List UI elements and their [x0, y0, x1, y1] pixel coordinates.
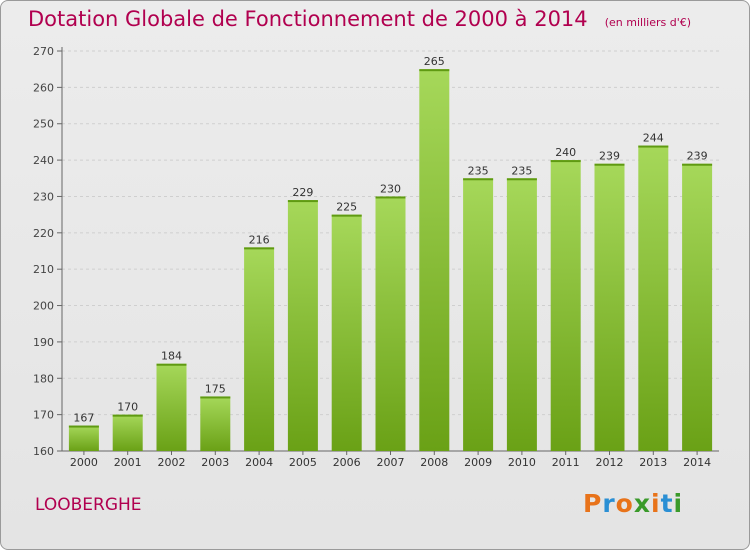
x-tick-label: 2013	[639, 456, 667, 469]
data-label: 229	[292, 186, 313, 199]
bar	[112, 414, 143, 451]
data-label: 240	[555, 146, 576, 159]
y-tick-label: 180	[33, 372, 54, 385]
bars	[68, 69, 713, 452]
x-tick-label: 2010	[508, 456, 536, 469]
logo-letter: t	[660, 489, 674, 518]
data-label: 225	[336, 201, 357, 214]
y-tick-label: 200	[33, 300, 54, 313]
bar-top	[287, 200, 318, 203]
logo-letter: P	[583, 489, 603, 518]
data-label: 184	[161, 350, 182, 363]
bar-top	[463, 178, 494, 181]
commune-name: LOOBERGHE	[35, 495, 142, 515]
x-tick-label: 2012	[596, 456, 624, 469]
logo-letter: o	[615, 489, 634, 518]
y-tick-label: 220	[33, 227, 54, 240]
x-tick-label: 2003	[201, 456, 229, 469]
bar-top	[682, 163, 713, 166]
logo-letter: i	[651, 489, 661, 518]
x-tick-label: 2008	[420, 456, 448, 469]
bar	[287, 200, 318, 451]
logo-letter: r	[602, 489, 616, 518]
bar	[682, 163, 713, 451]
bar-top	[112, 414, 143, 417]
data-label: 170	[117, 401, 138, 414]
data-label: 167	[73, 412, 94, 425]
data-label: 235	[511, 164, 532, 177]
x-tick-label: 2004	[245, 456, 273, 469]
data-label: 244	[643, 132, 664, 145]
data-label: 239	[599, 150, 620, 163]
bar-top	[200, 396, 231, 399]
data-label: 216	[249, 233, 270, 246]
bar	[244, 247, 275, 451]
x-tick-label: 2007	[377, 456, 405, 469]
data-label: 265	[424, 55, 445, 68]
bar	[331, 214, 362, 451]
bar-top	[375, 196, 406, 199]
bar-top	[244, 247, 275, 250]
bar-top	[594, 163, 625, 166]
bar	[550, 160, 581, 451]
x-tick-label: 2011	[552, 456, 580, 469]
logo-letter: x	[633, 489, 651, 518]
bar	[419, 69, 450, 451]
bar-top	[68, 425, 99, 428]
x-tick-label: 2006	[333, 456, 361, 469]
y-tick-label: 240	[33, 154, 54, 167]
y-tick-label: 210	[33, 263, 54, 276]
proxiti-logo[interactable]: Proxiti	[583, 489, 683, 518]
data-label: 235	[468, 164, 489, 177]
bar	[375, 196, 406, 451]
title-row: Dotation Globale de Fonctionnement de 20…	[28, 7, 691, 31]
y-tick-label: 170	[33, 409, 54, 422]
chart-subtitle: (en milliers d'€)	[604, 16, 692, 29]
x-tick-label: 2005	[289, 456, 317, 469]
chart-title: Dotation Globale de Fonctionnement de 20…	[28, 7, 588, 31]
y-tick-label: 230	[33, 190, 54, 203]
x-tick-label: 2000	[70, 456, 98, 469]
x-tick-label: 2001	[114, 456, 142, 469]
y-tick-label: 190	[33, 336, 54, 349]
bar	[463, 178, 494, 452]
labels: 160 170 180 190 200 210 220 230 240 250 260 270 167 2…	[33, 45, 711, 469]
x-tick-label: 2009	[464, 456, 492, 469]
bar-top	[638, 145, 669, 148]
y-tick-label: 160	[33, 445, 54, 458]
y-tick-label: 260	[33, 81, 54, 94]
bar	[68, 425, 99, 451]
x-tick-label: 2002	[158, 456, 186, 469]
data-label: 239	[687, 150, 708, 163]
bar	[506, 178, 537, 452]
bar-top	[506, 178, 537, 181]
data-label: 230	[380, 182, 401, 195]
bar	[156, 363, 187, 451]
y-tick-label: 270	[33, 45, 54, 58]
y-tick-label: 250	[33, 118, 54, 131]
bar-top	[550, 160, 581, 163]
bar	[594, 163, 625, 451]
bar-top	[419, 69, 450, 72]
bar-top	[156, 363, 187, 366]
data-label: 175	[205, 382, 226, 395]
bar	[200, 396, 231, 451]
logo-letter: i	[673, 489, 684, 518]
bar	[638, 145, 669, 451]
x-tick-label: 2014	[683, 456, 711, 469]
bar-top	[331, 214, 362, 217]
